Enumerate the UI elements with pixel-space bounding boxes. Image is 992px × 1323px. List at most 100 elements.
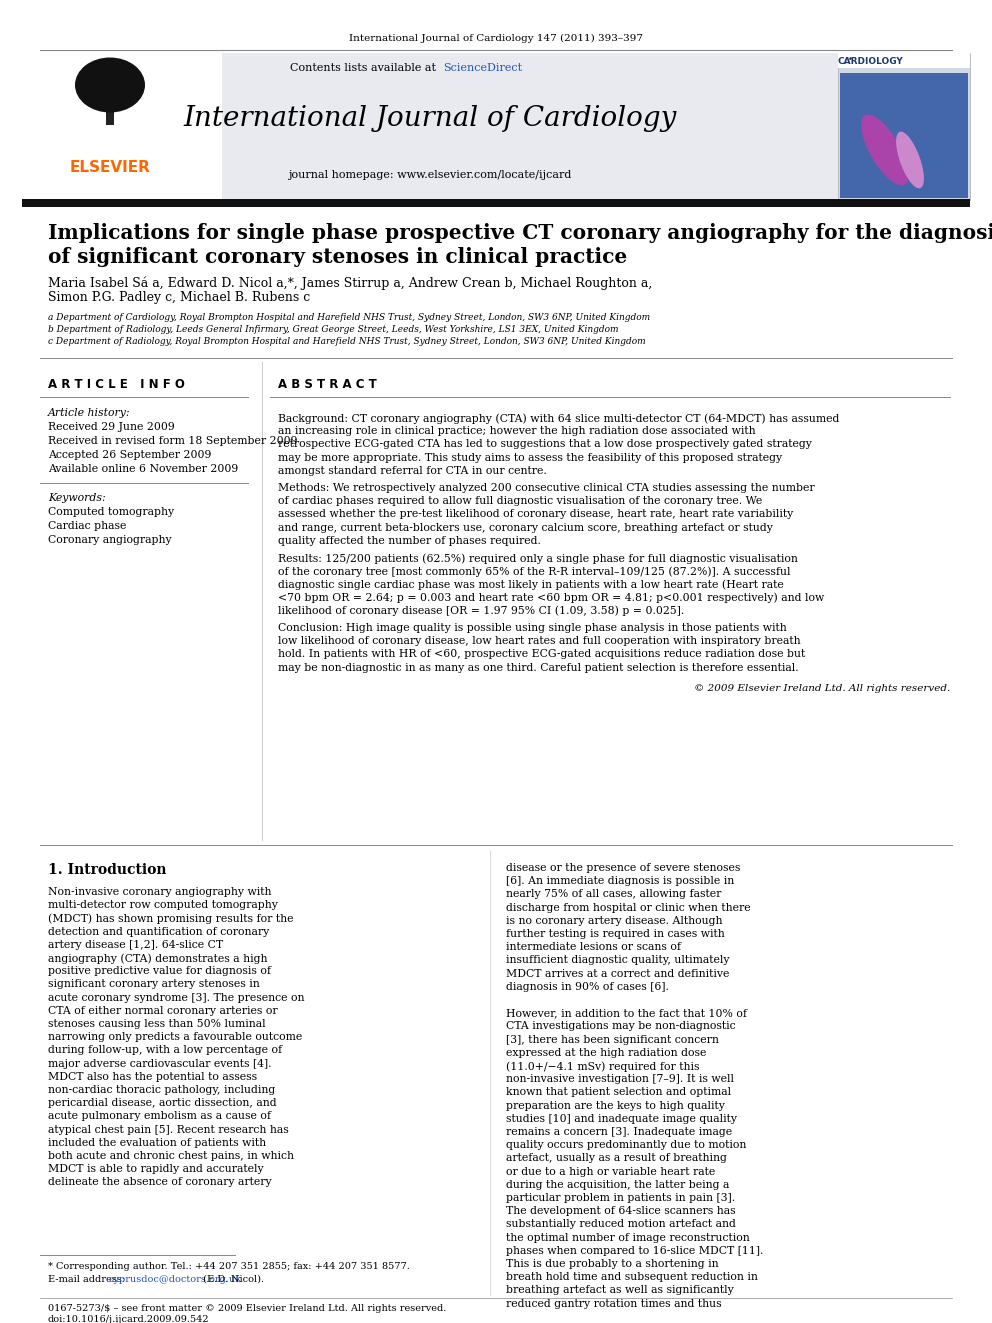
- Text: c Department of Radiology, Royal Brompton Hospital and Harefield NHS Trust, Sydn: c Department of Radiology, Royal Brompto…: [48, 337, 646, 347]
- Text: hold. In patients with HR of <60, prospective ECG-gated acquisitions reduce radi: hold. In patients with HR of <60, prospe…: [278, 650, 806, 659]
- Text: may be more appropriate. This study aims to assess the feasibility of this propo: may be more appropriate. This study aims…: [278, 452, 782, 463]
- Text: during the acquisition, the latter being a: during the acquisition, the latter being…: [506, 1180, 729, 1189]
- Text: <70 bpm OR = 2.64; p = 0.003 and heart rate <60 bpm OR = 4.81; p<0.001 respectiv: <70 bpm OR = 2.64; p = 0.003 and heart r…: [278, 593, 824, 603]
- Text: quality affected the number of phases required.: quality affected the number of phases re…: [278, 536, 541, 546]
- Text: However, in addition to the fact that 10% of: However, in addition to the fact that 10…: [506, 1008, 747, 1019]
- Text: MDCT also has the potential to assess: MDCT also has the potential to assess: [48, 1072, 257, 1082]
- Text: further testing is required in cases with: further testing is required in cases wit…: [506, 929, 725, 939]
- Text: retrospective ECG-gated CTA has led to suggestions that a low dose prospectively: retrospective ECG-gated CTA has led to s…: [278, 439, 811, 450]
- Text: (E.D. Nicol).: (E.D. Nicol).: [200, 1275, 264, 1285]
- Text: Contents lists available at: Contents lists available at: [291, 64, 440, 73]
- Text: known that patient selection and optimal: known that patient selection and optimal: [506, 1088, 731, 1097]
- Text: Accepted 26 September 2009: Accepted 26 September 2009: [48, 450, 211, 460]
- Text: MDCT arrives at a correct and definitive: MDCT arrives at a correct and definitive: [506, 968, 729, 979]
- Text: This is due probably to a shortening in: This is due probably to a shortening in: [506, 1259, 718, 1269]
- Text: detection and quantification of coronary: detection and quantification of coronary: [48, 926, 269, 937]
- Text: of significant coronary stenoses in clinical practice: of significant coronary stenoses in clin…: [48, 247, 627, 267]
- FancyBboxPatch shape: [106, 95, 114, 124]
- Text: Received 29 June 2009: Received 29 June 2009: [48, 422, 175, 433]
- Text: is no coronary artery disease. Although: is no coronary artery disease. Although: [506, 916, 722, 926]
- Text: ELSEVIER: ELSEVIER: [69, 160, 151, 176]
- Text: A B S T R A C T: A B S T R A C T: [278, 378, 377, 392]
- Text: disease or the presence of severe stenoses: disease or the presence of severe stenos…: [506, 863, 740, 873]
- Text: * Corresponding author. Tel.: +44 207 351 2855; fax: +44 207 351 8577.: * Corresponding author. Tel.: +44 207 35…: [48, 1262, 410, 1271]
- Text: discharge from hospital or clinic when there: discharge from hospital or clinic when t…: [506, 902, 751, 913]
- FancyBboxPatch shape: [22, 53, 838, 200]
- Text: MDCT is able to rapidly and accurately: MDCT is able to rapidly and accurately: [48, 1164, 264, 1175]
- Text: expressed at the high radiation dose: expressed at the high radiation dose: [506, 1048, 706, 1058]
- Text: 1. Introduction: 1. Introduction: [48, 863, 167, 877]
- Text: low likelihood of coronary disease, low heart rates and full cooperation with in: low likelihood of coronary disease, low …: [278, 636, 801, 646]
- Text: studies [10] and inadequate image quality: studies [10] and inadequate image qualit…: [506, 1114, 737, 1123]
- Text: The development of 64-slice scanners has: The development of 64-slice scanners has: [506, 1207, 736, 1216]
- FancyBboxPatch shape: [22, 53, 222, 200]
- Text: phases when compared to 16-slice MDCT [11].: phases when compared to 16-slice MDCT [1…: [506, 1246, 764, 1256]
- Text: ScienceDirect: ScienceDirect: [443, 64, 522, 73]
- Text: © 2009 Elsevier Ireland Ltd. All rights reserved.: © 2009 Elsevier Ireland Ltd. All rights …: [693, 684, 950, 693]
- Text: or due to a high or variable heart rate: or due to a high or variable heart rate: [506, 1167, 715, 1176]
- Text: [3], there has been significant concern: [3], there has been significant concern: [506, 1035, 719, 1045]
- Text: [6]. An immediate diagnosis is possible in: [6]. An immediate diagnosis is possible …: [506, 876, 734, 886]
- Text: stenoses causing less than 50% luminal: stenoses causing less than 50% luminal: [48, 1019, 266, 1029]
- Text: artery disease [1,2]. 64-slice CT: artery disease [1,2]. 64-slice CT: [48, 939, 223, 950]
- Ellipse shape: [861, 115, 909, 185]
- Text: (11.0+/−4.1 mSv) required for this: (11.0+/−4.1 mSv) required for this: [506, 1061, 699, 1072]
- Text: of the coronary tree [most commonly 65% of the R-R interval–109/125 (87.2%)]. A : of the coronary tree [most commonly 65% …: [278, 566, 791, 577]
- Text: nearly 75% of all cases, allowing faster: nearly 75% of all cases, allowing faster: [506, 889, 721, 900]
- Text: Background: CT coronary angiography (CTA) with 64 slice multi-detector CT (64-MD: Background: CT coronary angiography (CTA…: [278, 413, 839, 423]
- Text: non-invasive investigation [7–9]. It is well: non-invasive investigation [7–9]. It is …: [506, 1074, 734, 1085]
- Text: atypical chest pain [5]. Recent research has: atypical chest pain [5]. Recent research…: [48, 1125, 289, 1135]
- Text: CTA of either normal coronary arteries or: CTA of either normal coronary arteries o…: [48, 1005, 278, 1016]
- Text: Article history:: Article history:: [48, 407, 131, 418]
- Text: cyprusdoc@doctors.org.uk: cyprusdoc@doctors.org.uk: [109, 1275, 242, 1285]
- Text: Keywords:: Keywords:: [48, 493, 105, 503]
- Text: (MDCT) has shown promising results for the: (MDCT) has shown promising results for t…: [48, 913, 294, 923]
- Text: and range, current beta-blockers use, coronary calcium score, breathing artefact: and range, current beta-blockers use, co…: [278, 523, 773, 533]
- Text: CTA investigations may be non-diagnostic: CTA investigations may be non-diagnostic: [506, 1021, 736, 1032]
- Text: acute pulmonary embolism as a cause of: acute pulmonary embolism as a cause of: [48, 1111, 271, 1122]
- Text: acute coronary syndrome [3]. The presence on: acute coronary syndrome [3]. The presenc…: [48, 992, 305, 1003]
- Text: Methods: We retrospectively analyzed 200 consecutive clinical CTA studies assess: Methods: We retrospectively analyzed 200…: [278, 483, 814, 493]
- Text: Coronary angiography: Coronary angiography: [48, 534, 172, 545]
- Text: Non-invasive coronary angiography with: Non-invasive coronary angiography with: [48, 886, 272, 897]
- Text: preparation are the keys to high quality: preparation are the keys to high quality: [506, 1101, 725, 1110]
- Text: an increasing role in clinical practice; however the high radiation dose associa: an increasing role in clinical practice;…: [278, 426, 756, 437]
- Ellipse shape: [75, 57, 145, 112]
- Text: breath hold time and subsequent reduction in: breath hold time and subsequent reductio…: [506, 1273, 758, 1282]
- Text: Simon P.G. Padley c, Michael B. Rubens c: Simon P.G. Padley c, Michael B. Rubens c: [48, 291, 310, 304]
- Text: may be non-diagnostic in as many as one third. Careful patient selection is ther: may be non-diagnostic in as many as one …: [278, 663, 799, 672]
- Text: A R T I C L E   I N F O: A R T I C L E I N F O: [48, 378, 185, 392]
- Text: angiography (CTA) demonstrates a high: angiography (CTA) demonstrates a high: [48, 953, 268, 963]
- Text: quality occurs predominantly due to motion: quality occurs predominantly due to moti…: [506, 1140, 746, 1150]
- Text: delineate the absence of coronary artery: delineate the absence of coronary artery: [48, 1177, 272, 1188]
- Text: the optimal number of image reconstruction: the optimal number of image reconstructi…: [506, 1233, 750, 1242]
- Text: remains a concern [3]. Inadequate image: remains a concern [3]. Inadequate image: [506, 1127, 732, 1136]
- Text: reduced gantry rotation times and thus: reduced gantry rotation times and thus: [506, 1299, 721, 1308]
- Text: 0167-5273/$ – see front matter © 2009 Elsevier Ireland Ltd. All rights reserved.: 0167-5273/$ – see front matter © 2009 El…: [48, 1304, 446, 1312]
- Text: included the evaluation of patients with: included the evaluation of patients with: [48, 1138, 266, 1148]
- Text: diagnostic single cardiac phase was most likely in patients with a low heart rat: diagnostic single cardiac phase was most…: [278, 579, 784, 590]
- Text: non-cardiac thoracic pathology, including: non-cardiac thoracic pathology, includin…: [48, 1085, 275, 1095]
- FancyBboxPatch shape: [840, 73, 968, 198]
- Text: positive predictive value for diagnosis of: positive predictive value for diagnosis …: [48, 966, 271, 976]
- Text: a Department of Cardiology, Royal Brompton Hospital and Harefield NHS Trust, Syd: a Department of Cardiology, Royal Brompt…: [48, 314, 650, 323]
- Text: substantially reduced motion artefact and: substantially reduced motion artefact an…: [506, 1220, 736, 1229]
- Text: Results: 125/200 patients (62.5%) required only a single phase for full diagnost: Results: 125/200 patients (62.5%) requir…: [278, 553, 798, 564]
- Text: diagnosis in 90% of cases [6].: diagnosis in 90% of cases [6].: [506, 982, 669, 992]
- Text: artefact, usually as a result of breathing: artefact, usually as a result of breathi…: [506, 1154, 727, 1163]
- Text: multi-detector row computed tomography: multi-detector row computed tomography: [48, 900, 278, 910]
- Text: breathing artefact as well as significantly: breathing artefact as well as significan…: [506, 1286, 734, 1295]
- Text: CARDIOLOGY: CARDIOLOGY: [837, 57, 903, 66]
- FancyBboxPatch shape: [838, 53, 970, 200]
- Text: narrowing only predicts a favourable outcome: narrowing only predicts a favourable out…: [48, 1032, 303, 1043]
- FancyBboxPatch shape: [22, 198, 970, 206]
- Text: major adverse cardiovascular events [4].: major adverse cardiovascular events [4].: [48, 1058, 272, 1069]
- Text: during follow-up, with a low percentage of: during follow-up, with a low percentage …: [48, 1045, 282, 1056]
- Text: Maria Isabel Sá a, Edward D. Nicol a,*, James Stirrup a, Andrew Crean b, Michael: Maria Isabel Sá a, Edward D. Nicol a,*, …: [48, 277, 653, 290]
- Text: pericardial disease, aortic dissection, and: pericardial disease, aortic dissection, …: [48, 1098, 277, 1109]
- Text: both acute and chronic chest pains, in which: both acute and chronic chest pains, in w…: [48, 1151, 294, 1162]
- Text: amongst standard referral for CTA in our centre.: amongst standard referral for CTA in our…: [278, 466, 547, 476]
- Text: intermediate lesions or scans of: intermediate lesions or scans of: [506, 942, 681, 953]
- Text: significant coronary artery stenoses in: significant coronary artery stenoses in: [48, 979, 260, 990]
- Text: Available online 6 November 2009: Available online 6 November 2009: [48, 464, 238, 474]
